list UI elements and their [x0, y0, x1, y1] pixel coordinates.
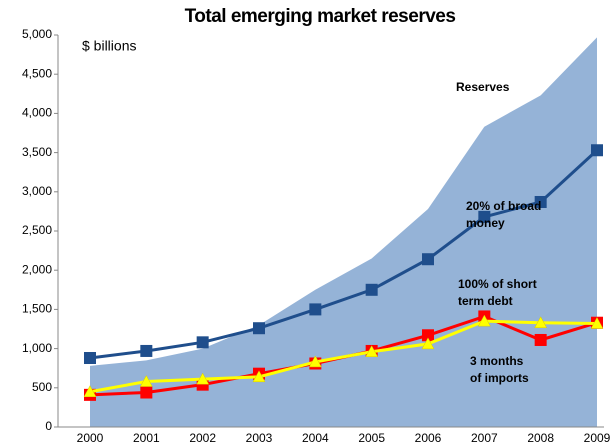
marker [477, 314, 491, 327]
marker [140, 386, 153, 399]
marker [252, 370, 266, 383]
x-tick-label: 2000 [77, 431, 104, 445]
line [89, 149, 599, 360]
x-tick-label: 2003 [246, 431, 273, 445]
marker [196, 372, 210, 385]
y-tick-label: 0 [45, 419, 52, 433]
y-tick-label: 1,500 [22, 302, 52, 316]
y-tick-label: 4,000 [22, 106, 52, 120]
marker [139, 375, 153, 387]
series-label: 3 months of imports [470, 354, 529, 385]
y-tick-label: 2,000 [22, 262, 52, 276]
marker [422, 253, 434, 266]
marker [308, 355, 322, 368]
marker [83, 385, 97, 397]
series-label: 100% of short term debt [458, 277, 537, 308]
marker [534, 333, 547, 346]
y-tick-label: 500 [32, 380, 52, 394]
marker [309, 303, 322, 316]
y-axis-label: $ billions [82, 38, 136, 54]
marker [140, 344, 153, 357]
marker [253, 322, 265, 335]
chart-title: Total emerging market reserves [185, 6, 456, 27]
series-label: Reserves [456, 80, 510, 94]
marker [591, 144, 603, 157]
marker [590, 316, 604, 329]
area [90, 37, 597, 428]
marker [534, 195, 547, 208]
y-tick-label: 3,500 [22, 145, 52, 159]
series-label: 20% of broad money [466, 199, 541, 230]
marker [365, 345, 379, 357]
marker [478, 210, 491, 223]
y-tick-label: 4,500 [22, 66, 52, 80]
x-tick-label: 2004 [302, 431, 329, 445]
x-tick-label: 2001 [133, 431, 160, 445]
y-tick-label: 2,500 [22, 223, 52, 237]
x-tick-label: 2006 [415, 431, 442, 445]
x-tick-label: 2005 [358, 431, 385, 445]
y-tick-label: 5,000 [22, 27, 52, 41]
marker [365, 283, 378, 296]
x-tick-label: 2007 [471, 431, 498, 445]
marker [534, 316, 548, 328]
y-tick-label: 1,000 [22, 341, 52, 355]
x-tick-label: 2009 [584, 431, 611, 445]
marker [84, 352, 96, 365]
y-tick-label: 3,000 [22, 184, 52, 198]
marker [196, 336, 209, 349]
marker [422, 329, 434, 342]
line [89, 319, 598, 394]
x-tick-label: 2008 [527, 431, 554, 445]
x-tick-label: 2002 [189, 431, 216, 445]
marker [421, 337, 435, 350]
